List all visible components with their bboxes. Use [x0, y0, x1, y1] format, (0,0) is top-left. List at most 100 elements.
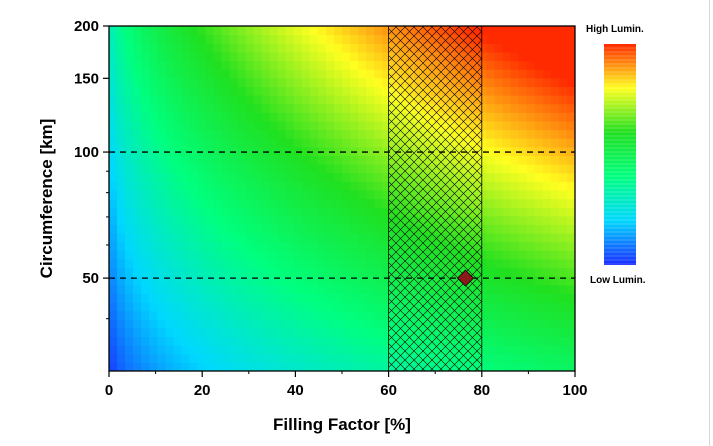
- heatmap-cell: [494, 120, 504, 131]
- heatmap-cell: [245, 181, 255, 191]
- heatmap-cell: [366, 129, 375, 139]
- y-tick-label: 150: [74, 70, 99, 87]
- heatmap-cell: [325, 172, 335, 182]
- heatmap-cell: [382, 302, 391, 312]
- heatmap-cell: [550, 353, 560, 363]
- heatmap-cell: [149, 224, 158, 234]
- heatmap-cell: [350, 155, 359, 165]
- heatmap-cell: [317, 69, 327, 79]
- heatmap-cell: [285, 207, 295, 217]
- heatmap-cell: [245, 276, 255, 286]
- heatmap-cell: [165, 120, 174, 131]
- heatmap-cell: [149, 345, 158, 355]
- heatmap-cell: [253, 129, 263, 139]
- heatmap-cell: [173, 69, 182, 79]
- heatmap-cell: [213, 43, 223, 53]
- heatmap-cell: [486, 258, 496, 269]
- heatmap-cell: [534, 164, 544, 174]
- heatmap-cell: [205, 302, 215, 312]
- heatmap-cell: [325, 112, 335, 122]
- heatmap-cell: [237, 353, 247, 363]
- heatmap-cell: [309, 215, 319, 225]
- heatmap-cell: [317, 207, 327, 217]
- heatmap-cell: [221, 267, 231, 277]
- heatmap-cell: [534, 95, 544, 105]
- heatmap-cell: [237, 233, 247, 243]
- heatmap-cell: [382, 345, 391, 355]
- heatmap-cell: [366, 233, 375, 243]
- heatmap-cell: [269, 241, 279, 251]
- heatmap-cell: [374, 43, 383, 53]
- heatmap-cell: [293, 293, 303, 303]
- heatmap-cell: [478, 345, 488, 355]
- heatmap-cell: [558, 224, 568, 234]
- heatmap-cell: [117, 215, 126, 225]
- heatmap-cell: [325, 146, 335, 156]
- heatmap-cell: [293, 319, 303, 329]
- heatmap-cell: [325, 267, 335, 277]
- heatmap-cell: [213, 224, 223, 234]
- heatmap-cell: [245, 138, 255, 148]
- heatmap-cell: [526, 233, 536, 243]
- heatmap-cell: [181, 172, 190, 182]
- heatmap-cell: [350, 129, 359, 139]
- heatmap-cell: [109, 224, 118, 234]
- heatmap-cell: [293, 233, 303, 243]
- heatmap-cell: [253, 302, 263, 312]
- heatmap-cell: [109, 172, 118, 182]
- heatmap-cell: [197, 233, 207, 243]
- heatmap-cell: [374, 319, 383, 329]
- heatmap-cell: [382, 336, 391, 346]
- heatmap-cell: [237, 120, 247, 131]
- heatmap-cell: [566, 336, 575, 346]
- heatmap-cell: [165, 267, 174, 277]
- heatmap-cell: [213, 353, 223, 363]
- heatmap-cell: [197, 69, 207, 79]
- heatmap-cell: [205, 250, 215, 260]
- heatmap-cell: [117, 26, 126, 36]
- heatmap-cell: [502, 77, 512, 87]
- heatmap-cell: [382, 362, 391, 371]
- heatmap-cell: [181, 69, 190, 79]
- heatmap-cell: [566, 103, 575, 113]
- heatmap-cell: [550, 60, 560, 70]
- heatmap-cell: [253, 345, 263, 355]
- heatmap-cell: [478, 233, 488, 243]
- heatmap-cell: [109, 189, 118, 200]
- heatmap-cell: [205, 51, 215, 62]
- heatmap-cell: [486, 129, 496, 139]
- heatmap-cell: [133, 43, 142, 53]
- heatmap-cell: [269, 327, 279, 338]
- heatmap-cell: [125, 215, 134, 225]
- heatmap-cell: [526, 336, 536, 346]
- heatmap-cell: [342, 95, 351, 105]
- heatmap-cell: [558, 345, 568, 355]
- heatmap-cell: [261, 250, 271, 260]
- heatmap-cell: [333, 198, 343, 208]
- heatmap-cell: [301, 319, 311, 329]
- heatmap-cell: [325, 284, 335, 294]
- heatmap-cell: [374, 293, 383, 303]
- heatmap-cell: [237, 241, 247, 251]
- heatmap-cell: [205, 241, 215, 251]
- heatmap-cell: [478, 103, 488, 113]
- heatmap-cell: [133, 198, 142, 208]
- heatmap-cell: [181, 224, 190, 234]
- heatmap-cell: [197, 86, 207, 96]
- heatmap-cell: [269, 69, 279, 79]
- heatmap-cell: [526, 181, 536, 191]
- heatmap-cell: [133, 284, 142, 294]
- heatmap-cell: [550, 319, 560, 329]
- heatmap-cell: [566, 258, 575, 269]
- heatmap-cell: [149, 207, 158, 217]
- heatmap-cell: [157, 327, 166, 338]
- heatmap-cell: [109, 215, 118, 225]
- heatmap-cell: [165, 51, 174, 62]
- heatmap-cell: [550, 103, 560, 113]
- heatmap-cell: [181, 26, 190, 36]
- heatmap-cell: [542, 327, 552, 338]
- heatmap-cell: [245, 189, 255, 200]
- heatmap-cell: [205, 345, 215, 355]
- heatmap-cell: [277, 146, 287, 156]
- heatmap-cell: [213, 26, 223, 36]
